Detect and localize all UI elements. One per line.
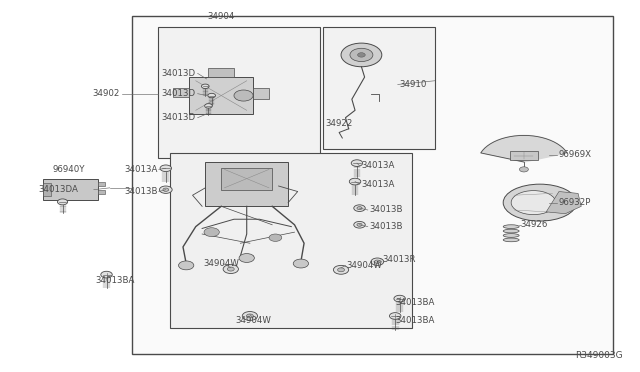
Circle shape xyxy=(269,234,282,241)
Ellipse shape xyxy=(503,184,577,221)
Text: 34013B: 34013B xyxy=(370,222,403,231)
Circle shape xyxy=(333,265,349,274)
Text: 34013BA: 34013BA xyxy=(395,298,435,307)
Text: 34013DA: 34013DA xyxy=(39,185,79,194)
Bar xyxy=(253,88,269,99)
Text: 96932P: 96932P xyxy=(559,198,591,207)
Circle shape xyxy=(246,314,253,318)
Text: 34910: 34910 xyxy=(399,80,427,89)
Circle shape xyxy=(179,261,194,270)
Circle shape xyxy=(358,53,365,57)
Text: 34013B: 34013B xyxy=(124,187,157,196)
Text: 34904W: 34904W xyxy=(235,316,271,325)
Bar xyxy=(157,27,320,158)
Text: 34013A: 34013A xyxy=(362,180,395,189)
Text: 96940Y: 96940Y xyxy=(52,165,84,174)
Ellipse shape xyxy=(503,229,519,233)
Ellipse shape xyxy=(511,190,556,215)
Circle shape xyxy=(58,199,68,205)
Circle shape xyxy=(227,267,234,271)
Bar xyxy=(98,182,105,186)
Bar xyxy=(221,167,272,190)
Text: 34013D: 34013D xyxy=(162,69,196,78)
Text: 34926: 34926 xyxy=(521,220,548,229)
Text: 34013A: 34013A xyxy=(124,165,157,174)
Circle shape xyxy=(394,295,405,302)
Circle shape xyxy=(350,48,373,62)
Ellipse shape xyxy=(503,238,519,242)
Circle shape xyxy=(100,271,112,278)
Bar xyxy=(173,88,189,97)
Circle shape xyxy=(239,254,254,262)
Circle shape xyxy=(205,104,212,108)
Circle shape xyxy=(351,160,363,166)
Polygon shape xyxy=(481,135,567,162)
Bar xyxy=(132,16,613,354)
Text: 34902: 34902 xyxy=(92,89,119,98)
Text: 34013A: 34013A xyxy=(362,161,395,170)
Bar xyxy=(189,77,253,114)
Circle shape xyxy=(160,165,172,171)
Circle shape xyxy=(202,84,209,89)
Text: 34013D: 34013D xyxy=(162,89,196,98)
Circle shape xyxy=(357,223,362,226)
Circle shape xyxy=(243,311,257,320)
Ellipse shape xyxy=(503,234,519,237)
Circle shape xyxy=(354,205,365,211)
Circle shape xyxy=(390,312,401,319)
Circle shape xyxy=(357,207,362,210)
Text: 34013B: 34013B xyxy=(370,205,403,215)
Bar xyxy=(44,179,98,200)
Text: R349003G: R349003G xyxy=(575,351,623,360)
Circle shape xyxy=(354,221,365,228)
Circle shape xyxy=(520,167,529,172)
Bar xyxy=(98,190,105,195)
Bar xyxy=(323,27,435,149)
Bar xyxy=(510,151,538,160)
Circle shape xyxy=(163,188,169,191)
Text: 34922: 34922 xyxy=(325,119,353,128)
Text: 34013BA: 34013BA xyxy=(96,276,135,285)
Text: 34904: 34904 xyxy=(207,12,235,21)
Circle shape xyxy=(293,259,308,268)
Circle shape xyxy=(341,43,382,67)
Circle shape xyxy=(159,186,172,193)
Text: 34904W: 34904W xyxy=(347,261,383,270)
Polygon shape xyxy=(546,192,581,214)
Bar xyxy=(170,153,412,328)
Circle shape xyxy=(204,228,220,237)
Text: 34013D: 34013D xyxy=(162,113,196,122)
Ellipse shape xyxy=(503,225,519,228)
Bar xyxy=(205,162,288,206)
Circle shape xyxy=(374,260,380,263)
Bar xyxy=(44,183,51,196)
Text: 96969X: 96969X xyxy=(559,150,592,159)
Text: 34904W: 34904W xyxy=(204,259,239,268)
Circle shape xyxy=(371,258,384,265)
Circle shape xyxy=(349,178,361,185)
Text: 34013BA: 34013BA xyxy=(395,316,435,325)
Circle shape xyxy=(337,268,344,272)
Circle shape xyxy=(223,264,239,273)
Bar xyxy=(209,68,234,77)
Circle shape xyxy=(208,93,216,98)
Circle shape xyxy=(234,90,253,101)
Text: 34013R: 34013R xyxy=(383,255,416,264)
